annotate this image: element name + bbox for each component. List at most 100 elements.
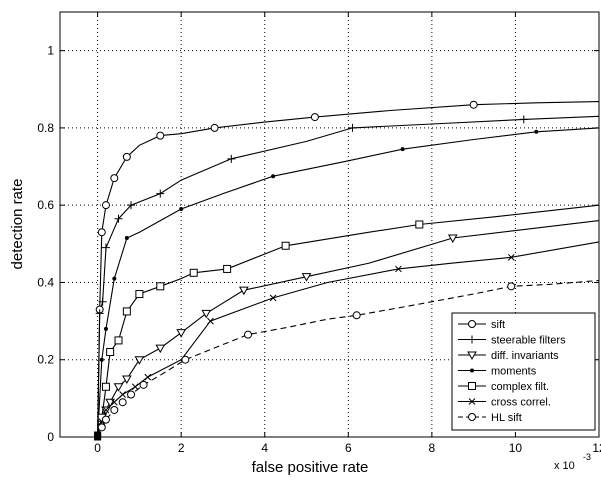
data-point bbox=[135, 290, 144, 299]
data-point bbox=[181, 355, 190, 364]
data-point bbox=[131, 383, 139, 391]
y-tick-label: 0.6 bbox=[37, 198, 54, 212]
x-tick-label: 8 bbox=[429, 441, 436, 455]
data-point bbox=[113, 383, 124, 392]
markers-group bbox=[94, 100, 539, 441]
legend-box bbox=[451, 312, 596, 431]
data-point bbox=[118, 398, 127, 407]
data-point bbox=[189, 268, 198, 277]
x-tick-label: 2 bbox=[178, 441, 185, 455]
data-point bbox=[352, 311, 361, 320]
data-point bbox=[127, 201, 136, 210]
data-point bbox=[103, 326, 108, 331]
legend-label: cross correl. bbox=[491, 397, 551, 409]
data-point bbox=[210, 123, 219, 132]
data-point bbox=[201, 309, 212, 319]
legend: sift steerable filters diff. invariants mom… bbox=[451, 312, 596, 431]
x-multiplier-label: x 10 bbox=[554, 460, 575, 472]
data-point bbox=[101, 243, 110, 252]
x-tick-label: 10 bbox=[509, 441, 523, 455]
data-point bbox=[112, 276, 117, 281]
legend-label: HL sift bbox=[491, 412, 522, 424]
x-tick-label: 6 bbox=[345, 441, 352, 455]
data-point bbox=[101, 415, 110, 424]
data-point bbox=[519, 115, 528, 124]
data-point bbox=[124, 236, 129, 241]
data-point bbox=[238, 286, 249, 296]
data-point bbox=[97, 423, 106, 432]
y-tick-label: 0.4 bbox=[37, 275, 54, 289]
legend-marker bbox=[467, 351, 477, 361]
data-point bbox=[127, 390, 136, 399]
y-tick-label: 0 bbox=[47, 430, 54, 444]
data-point bbox=[207, 317, 214, 325]
data-point bbox=[507, 253, 515, 261]
y-axis-label: detection rate bbox=[9, 179, 26, 270]
x-multiplier-exponent: -3 bbox=[583, 452, 591, 462]
data-point bbox=[121, 375, 132, 385]
data-point bbox=[400, 147, 405, 152]
data-point bbox=[134, 356, 145, 365]
y-tick-label: 0.2 bbox=[37, 353, 54, 367]
data-point bbox=[98, 297, 107, 306]
legend-label: steerable filters bbox=[491, 335, 566, 347]
data-point bbox=[244, 330, 253, 339]
x-tick-label: 4 bbox=[261, 441, 268, 455]
data-point bbox=[223, 264, 232, 273]
x-tick-label: 12 bbox=[592, 441, 601, 455]
data-point bbox=[179, 207, 184, 212]
data-point bbox=[415, 220, 424, 229]
data-point bbox=[269, 294, 277, 302]
data-point bbox=[176, 329, 187, 338]
series-line bbox=[97, 115, 599, 437]
y-ticks: 0 0.2 0.4 0.6 0.8 1 bbox=[37, 44, 599, 444]
data-point bbox=[507, 282, 516, 291]
legend-marker bbox=[468, 413, 476, 421]
data-point bbox=[155, 344, 166, 354]
data-point bbox=[447, 234, 458, 244]
data-point bbox=[139, 380, 148, 389]
data-point bbox=[106, 348, 115, 356]
data-point bbox=[105, 398, 116, 408]
data-point bbox=[101, 201, 110, 210]
data-point bbox=[156, 131, 165, 140]
legend-label: moments bbox=[491, 366, 537, 378]
data-point bbox=[101, 382, 110, 391]
legend-marker bbox=[468, 335, 476, 344]
data-point bbox=[227, 154, 236, 163]
data-point bbox=[102, 406, 110, 414]
legend-marker bbox=[470, 368, 474, 373]
data-point bbox=[122, 307, 131, 316]
data-point bbox=[122, 152, 131, 161]
data-point bbox=[156, 189, 165, 198]
legend-marker bbox=[468, 320, 476, 328]
data-point bbox=[534, 129, 539, 134]
data-point bbox=[114, 336, 123, 345]
data-point bbox=[95, 309, 104, 318]
data-point bbox=[144, 373, 152, 381]
x-axis-label: false positive rate bbox=[252, 459, 369, 476]
data-point bbox=[348, 123, 357, 132]
legend-marker bbox=[468, 382, 476, 390]
data-point bbox=[281, 241, 290, 250]
y-tick-label: 1 bbox=[47, 44, 54, 58]
legend-label: complex filt. bbox=[491, 381, 549, 393]
data-point bbox=[97, 228, 106, 237]
data-point bbox=[110, 174, 119, 183]
origin-point bbox=[94, 431, 102, 439]
data-point bbox=[110, 398, 118, 406]
grid-lines bbox=[60, 12, 600, 438]
data-point bbox=[110, 405, 119, 414]
legend-marker bbox=[468, 398, 476, 405]
data-point bbox=[301, 273, 312, 282]
x-ticks: 0 2 4 6 8 10 12 bbox=[94, 12, 601, 455]
data-point bbox=[99, 357, 104, 362]
series-line bbox=[97, 204, 599, 437]
legend-label: sift bbox=[491, 319, 505, 331]
legend-label: diff. invariants bbox=[491, 350, 559, 362]
series-line bbox=[97, 101, 599, 437]
data-point bbox=[156, 282, 165, 291]
data-point bbox=[469, 100, 478, 109]
data-point bbox=[310, 113, 319, 122]
